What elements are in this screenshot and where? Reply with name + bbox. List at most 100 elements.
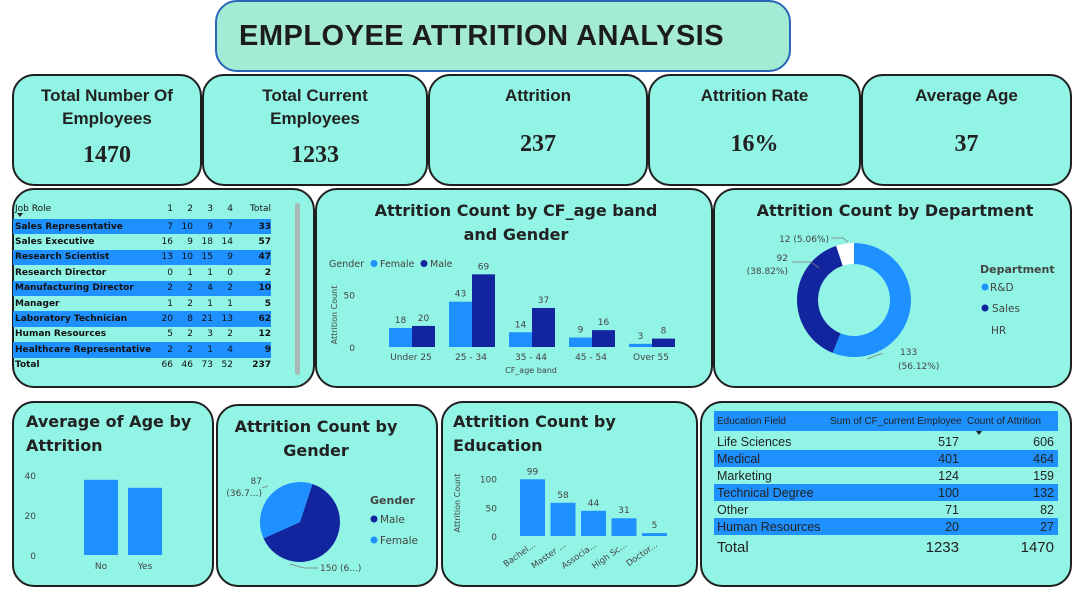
bar-male (592, 330, 615, 347)
current-employee-value: 20 (945, 519, 959, 534)
matrix-cell: 46 (181, 360, 193, 371)
leader-line (289, 563, 318, 569)
kpi-card-attrition-rate[interactable]: Attrition Rate 16% (648, 74, 861, 186)
legend-male-dot (370, 515, 378, 523)
donut-slice-hr (836, 243, 854, 266)
attrition-count-value: 27 (1040, 519, 1054, 534)
kpi-card-attrition[interactable]: Attrition 237 (428, 74, 648, 186)
matrix-row[interactable]: Research Director 0 1 1 0 2 (13, 265, 271, 280)
kpi-card-total-employees[interactable]: Total Number Of Employees 1470 (12, 74, 202, 186)
legend-hr-label: HR (991, 325, 1006, 337)
kpi-label: Attrition (504, 86, 572, 105)
matrix-row[interactable]: Research Scientist 13 10 15 9 47 (13, 249, 271, 266)
matrix-row[interactable]: Manufacturing Director 2 2 4 2 10 (13, 280, 271, 296)
matrix-header-col: 4 (227, 204, 233, 214)
matrix-row[interactable]: Healthcare Representative 2 2 1 4 9 (13, 342, 271, 358)
matrix-cell: 14 (221, 237, 233, 248)
education-row[interactable]: Medical 401 464 (714, 450, 1058, 467)
current-employee-value: 100 (938, 485, 959, 500)
matrix-cell: 2 (187, 283, 193, 294)
matrix-row[interactable]: Sales Representative 7 10 9 7 33 (13, 219, 271, 235)
education-field: Human Resources (717, 519, 821, 534)
matrix-total-row[interactable]: Total 66 46 73 52 237 (13, 358, 271, 373)
data-label: 92 (777, 254, 788, 264)
matrix-row-total: 33 (258, 221, 271, 232)
department-chart-card[interactable]: Attrition Count by Department 133 (56.12%)… (713, 188, 1072, 388)
matrix-cell: 9 (187, 237, 193, 248)
data-label: 133 (900, 348, 917, 358)
kpi-card-average-age[interactable]: Average Age 37 (861, 74, 1072, 186)
header-education-field[interactable]: Education Field (717, 415, 786, 427)
pie-slice-male (263, 483, 340, 562)
kpi-value: 37 (954, 131, 979, 157)
matrix-cell: 73 (201, 360, 213, 371)
education-row[interactable]: Technical Degree 100 132 (714, 484, 1058, 501)
education-table[interactable]: Education Field Sum of CF_current Employ… (714, 411, 1058, 559)
education-row[interactable]: Marketing 124 159 (714, 467, 1058, 484)
education-row[interactable]: Life Sciences 517 606 (714, 433, 1058, 450)
matrix-row[interactable]: Laboratory Technician 20 8 21 13 62 (13, 311, 271, 327)
education-row[interactable]: Human Resources 20 27 (714, 518, 1058, 535)
header-current-employee[interactable]: Sum of CF_current Employee (830, 415, 962, 427)
current-employee-value: 401 (938, 451, 959, 466)
chart-title: Attrition Count by CF_age band (375, 201, 658, 220)
matrix-cell: 21 (201, 314, 213, 325)
matrix-scrollbar[interactable] (295, 203, 300, 375)
kpi-value: 1470 (83, 142, 131, 168)
gender-chart-card[interactable]: Attrition Count by Gender 150 (6...) 87 (36.… (216, 404, 438, 587)
matrix-row[interactable]: Sales Executive 16 9 18 14 57 (13, 234, 271, 249)
data-label: (36.7...) (226, 489, 262, 499)
y-tick-label: 0 (349, 344, 355, 354)
education-row[interactable]: Other 71 82 (714, 501, 1058, 518)
matrix-cell: 10 (181, 252, 193, 263)
legend-title: Gender (370, 494, 416, 507)
matrix-header-job-role[interactable]: Job Role (15, 204, 52, 214)
legend-rd-dot (981, 283, 989, 291)
matrix-rows: Sales Representative 7 10 9 7 33 Sales Executi… (13, 219, 271, 373)
kpi-card-current-employees[interactable]: Total Current Employees 1233 (202, 74, 428, 186)
leader-line (831, 237, 849, 243)
data-label: 5 (652, 521, 658, 531)
education-chart-card[interactable]: Attrition Count by Education Attrition Cou… (441, 401, 698, 587)
age-band-gender-chart-card[interactable]: Attrition Count by CF_age band and Gender… (315, 188, 713, 388)
legend-female-dot (370, 260, 378, 267)
data-label: 37 (538, 296, 549, 306)
matrix-row[interactable]: Human Resources 5 2 3 2 12 (13, 327, 271, 342)
matrix-cell: 52 (221, 360, 233, 371)
data-label: 16 (598, 318, 610, 328)
x-tick-label: 25 - 34 (455, 353, 487, 363)
matrix-role: Research Scientist (15, 252, 110, 263)
current-employee-value: 124 (938, 468, 959, 483)
matrix-row[interactable]: Manager 1 2 1 1 5 (13, 296, 271, 311)
matrix-cell: 9 (207, 221, 213, 232)
legend-female-dot (370, 536, 378, 544)
legend-male-label: Male (380, 514, 405, 526)
header-count-attrition[interactable]: Count of Attrition (967, 415, 1041, 427)
age-by-attrition-chart-card[interactable]: Average of Age by Attrition 0 20 40 No Yes (12, 401, 214, 587)
job-role-matrix[interactable]: Job Role 1 2 3 4 Total Sales Representat… (13, 199, 271, 373)
matrix-cell: 3 (207, 329, 213, 340)
education-total-current: 1233 (925, 538, 959, 556)
x-tick-label: 35 - 44 (515, 353, 547, 363)
data-label: 20 (418, 314, 430, 324)
attrition-count-value: 82 (1040, 502, 1054, 517)
matrix-row-total: 237 (252, 360, 271, 371)
sort-arrow-icon[interactable] (17, 213, 23, 217)
matrix-role: Research Director (15, 267, 107, 278)
bar-male (472, 274, 495, 347)
matrix-cell: 2 (167, 344, 173, 355)
matrix-role: Human Resources (15, 329, 107, 340)
matrix-cell: 1 (207, 267, 213, 278)
bar-female (449, 301, 472, 347)
education-table-rows: Life Sciences 517 606 Medical 401 464 Marketin… (714, 433, 1058, 559)
data-label: 14 (515, 320, 527, 330)
data-label: 99 (527, 467, 539, 477)
education-total-attrition: 1470 (1020, 538, 1054, 556)
data-label: 18 (395, 316, 407, 326)
bar (128, 487, 162, 555)
legend-sales-label: Sales (992, 303, 1020, 315)
matrix-cell: 0 (227, 267, 233, 278)
sort-arrow-icon[interactable] (976, 431, 982, 435)
matrix-cell: 5 (167, 329, 173, 340)
legend-male-label: Male (430, 259, 453, 270)
